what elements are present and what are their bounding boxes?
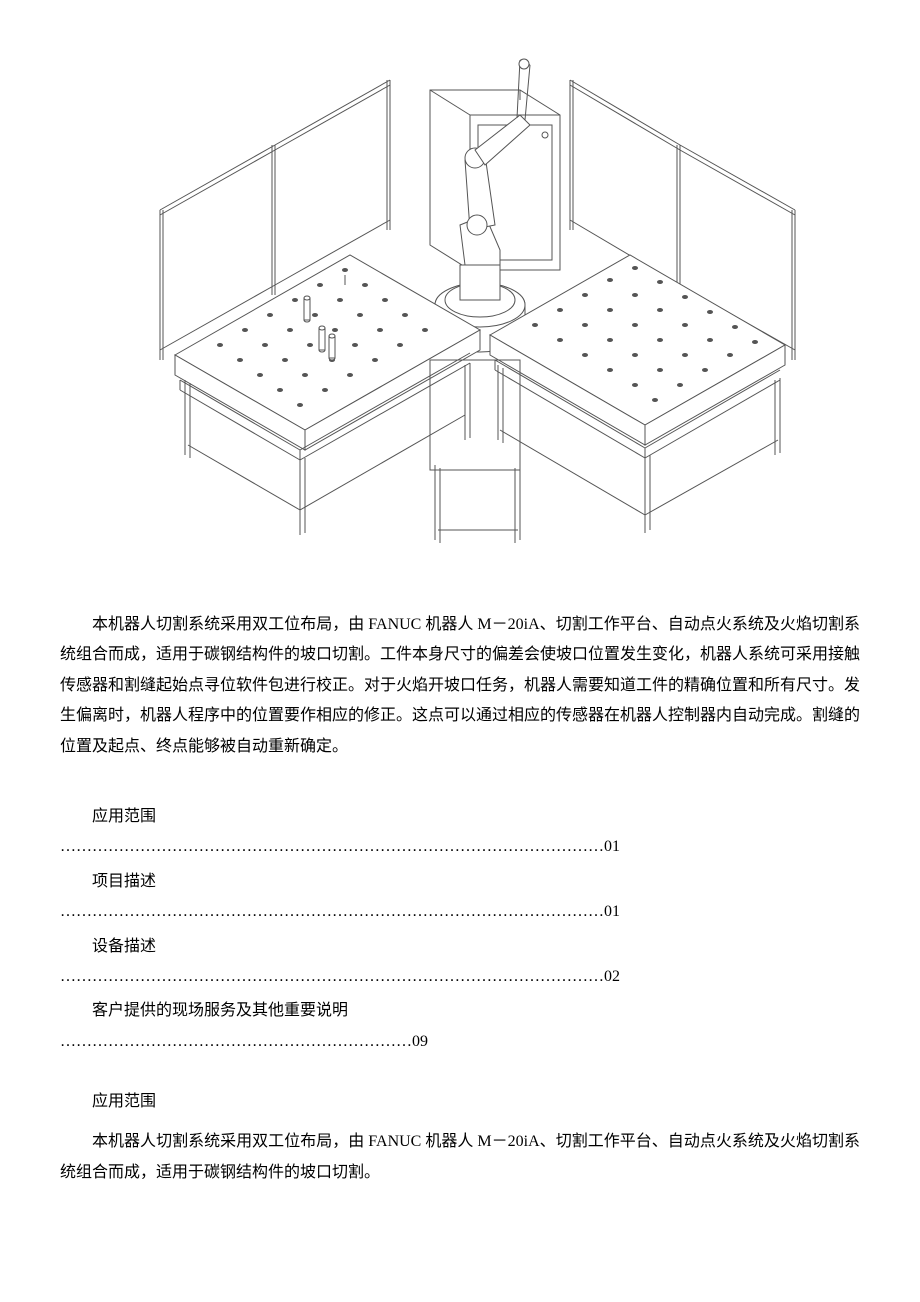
- robot-system-diagram: [100, 50, 820, 570]
- table-of-contents: 应用范围 …………………………………………………………………………………………0…: [60, 802, 860, 1057]
- section-paragraph: 本机器人切割系统采用双工位布局，由 FANUC 机器人 M－20iA、切割工作平…: [60, 1127, 860, 1188]
- toc-item: 设备描述 …………………………………………………………………………………………0…: [60, 932, 860, 993]
- main-paragraph: 本机器人切割系统采用双工位布局，由 FANUC 机器人 M－20iA、切割工作平…: [60, 610, 860, 762]
- toc-dots: …………………………………………………………………………………………01: [60, 832, 860, 862]
- diagram-container: [60, 40, 860, 580]
- section-title: 应用范围: [60, 1087, 860, 1117]
- toc-label: 设备描述: [60, 932, 860, 962]
- toc-item: 应用范围 …………………………………………………………………………………………0…: [60, 802, 860, 863]
- toc-dots: …………………………………………………………………………………………01: [60, 897, 860, 927]
- toc-item: 客户提供的现场服务及其他重要说明 …………………………………………………………0…: [60, 996, 860, 1057]
- toc-label: 项目描述: [60, 867, 860, 897]
- toc-label: 应用范围: [60, 802, 860, 832]
- toc-dots: …………………………………………………………………………………………02: [60, 962, 860, 992]
- toc-dots: …………………………………………………………09: [60, 1027, 860, 1057]
- toc-item: 项目描述 …………………………………………………………………………………………0…: [60, 867, 860, 928]
- toc-label: 客户提供的现场服务及其他重要说明: [60, 996, 860, 1026]
